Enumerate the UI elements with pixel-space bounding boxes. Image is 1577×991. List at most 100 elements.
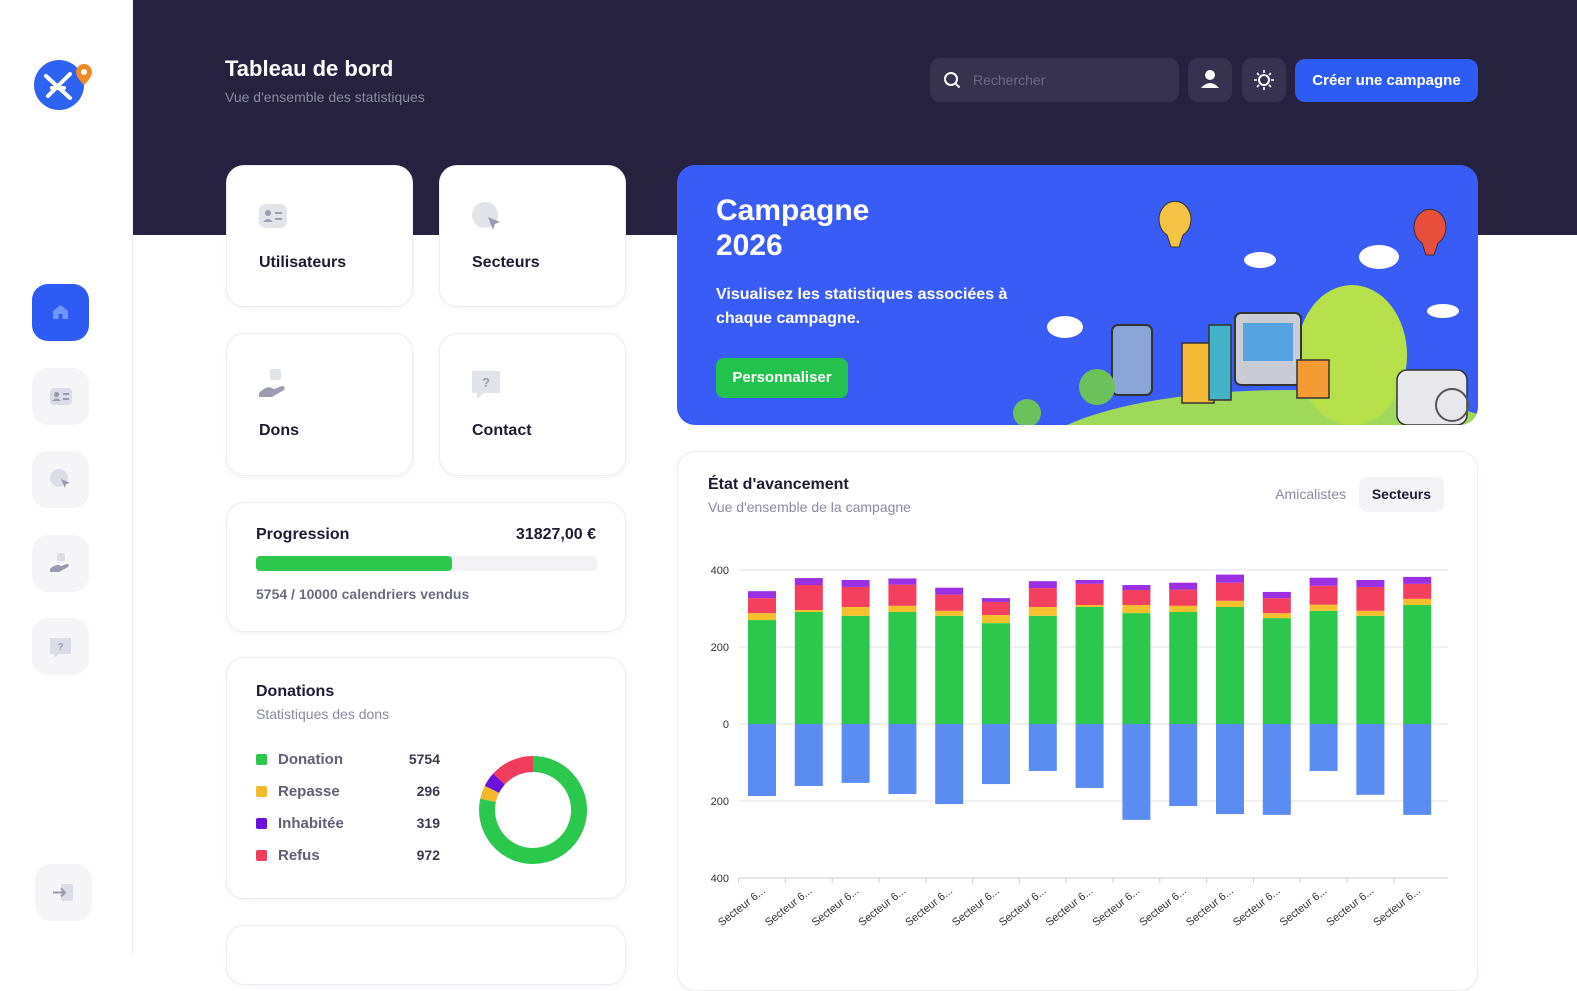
nav-contact[interactable]: ? [32,618,89,675]
x-tick-label: Secteur 6... [1091,885,1143,929]
x-tick-label: Secteur 6... [857,885,909,929]
x-tick-label: Secteur 6... [950,885,1002,929]
x-tick-label: Secteur 6... [903,885,955,929]
theme-toggle[interactable] [1242,58,1286,102]
bar-segment [1309,724,1338,771]
bar-segment [1403,724,1432,815]
bar-segment [1169,611,1198,724]
y-tick-label: 200 [711,796,729,808]
bar-segment [935,594,964,611]
bar-segment [1309,610,1338,724]
banner-title-line: Campagne [716,194,870,227]
bar-segment [1309,577,1338,586]
page-title: Tableau de bord [225,56,394,81]
customize-button[interactable]: Personnaliser [716,358,848,398]
bar-segment [841,586,870,607]
legend-value: 296 [416,783,440,799]
legend-dot [256,850,267,861]
tile-users[interactable]: Utilisateurs [226,165,413,307]
search-box[interactable]: Rechercher [930,58,1179,102]
tile-label: Utilisateurs [259,254,347,271]
y-tick-label: 400 [711,873,729,885]
legend-value: 319 [416,815,440,831]
bar-segment [1028,581,1057,589]
bar-segment [841,606,870,616]
banner-title: Campagne 2026 [716,193,869,263]
tile-sectors[interactable]: Secteurs [439,165,626,307]
bar-segment [794,610,823,612]
bar-segment [1075,580,1104,584]
nav-donations[interactable] [32,535,89,592]
progress-amount: 31827,00 € [515,526,596,543]
bar-segment [748,591,776,599]
bar-segment [1216,600,1244,607]
bar-segment [1262,598,1291,614]
donut-segment [479,756,587,864]
x-tick-label: Secteur 6... [1371,885,1423,929]
create-campaign-button[interactable]: Créer une campagne [1295,59,1478,102]
x-tick-label: Secteur 6... [1137,885,1189,929]
profile-button[interactable] [1188,58,1232,102]
x-tick-label: Secteur 6... [763,885,815,929]
bar-segment [794,724,823,786]
tab[interactable]: Amicalistes [1275,486,1346,502]
donations-subtitle: Statistiques des dons [256,706,390,722]
bar-segment [935,587,964,595]
bar-segment [748,620,776,724]
bar-segment [1075,605,1104,607]
legend-dot [256,754,267,765]
bar-segment [1075,583,1104,606]
x-tick-label: Secteur 6... [1184,885,1236,929]
y-tick-label: 0 [723,719,729,731]
progress-fill [256,556,453,571]
y-tick-label: 200 [711,642,729,654]
tile-label: Dons [259,422,299,439]
tab[interactable]: Secteurs [1358,477,1444,512]
legend-label: Repasse [278,783,340,800]
nav-home[interactable] [32,284,89,341]
logout-button[interactable] [35,864,92,921]
sidebar: ? [0,0,133,955]
bar-segment [1262,724,1291,815]
bar-segment [888,611,917,724]
legend-value: 972 [416,847,440,863]
nav-users[interactable] [32,368,89,425]
bar-segment [1028,588,1057,607]
bar-segment [982,623,1010,724]
bar-segment [1216,582,1244,601]
donations-title: Donations [256,683,335,700]
bar-segment [1075,606,1104,724]
bar-segment [1169,605,1198,612]
bar-segment [1262,618,1291,724]
bar-segment [935,610,964,616]
x-tick-label: Secteur 6... [1044,885,1096,929]
legend-value: 5754 [408,751,440,767]
bar-segment [794,585,823,611]
bar-segment [1216,724,1244,815]
tile-contact[interactable]: ? Contact [439,333,626,476]
legend-label: Inhabitée [278,815,344,832]
bar-segment [1262,613,1291,619]
progress-card: Progression 31827,00 € 5754 / 10000 cale… [226,502,626,632]
logo [34,60,92,110]
x-tick-label: Secteur 6... [810,885,862,929]
nav-sectors[interactable] [32,451,89,508]
tile-label: Secteurs [472,254,540,271]
bar-segment [794,578,823,586]
bar-segment [888,584,917,606]
card [226,925,626,985]
bar-segment [982,598,1010,602]
bar-segment [935,615,964,724]
progress-label: Progression [256,526,350,543]
x-tick-label: Secteur 6... [1325,885,1377,929]
bar-segment [1122,590,1151,606]
chart-subtitle: Vue d'ensemble de la campagne [708,499,911,515]
legend-dot [256,818,267,829]
bar-segment [888,724,917,795]
campaign-banner: Campagne 2026 Visualisez les statistique… [677,165,1478,425]
bar-segment [1309,585,1338,605]
tile-donations[interactable]: Dons [226,333,413,476]
bar-segment [1122,613,1151,724]
bar-segment [1028,724,1057,771]
bar-segment [1403,583,1432,599]
